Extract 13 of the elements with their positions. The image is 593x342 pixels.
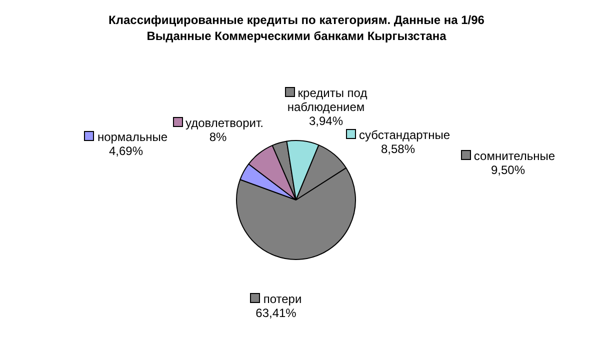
data-label: 3,94% (308, 114, 344, 128)
legend-label: нормальные (97, 130, 168, 144)
legend-label: удовлетворит. (186, 116, 264, 130)
data-label: 8% (209, 130, 227, 144)
chart-title: Классифицированные кредиты по категориям. Данные на 1/96 Выданные Коммерческими банками Кыргызстана (108, 12, 486, 44)
data-label: 9,50% (490, 163, 526, 177)
legend-label: потери (263, 292, 302, 306)
data-label: 8,58% (380, 142, 416, 156)
legend-label: кредиты под наблюдением (287, 86, 368, 114)
legend-label: субстандартные (358, 128, 450, 142)
legend-label: сомнительные (474, 149, 556, 163)
data-label: 63,41% (256, 306, 296, 320)
data-label: 4,69% (108, 144, 144, 158)
